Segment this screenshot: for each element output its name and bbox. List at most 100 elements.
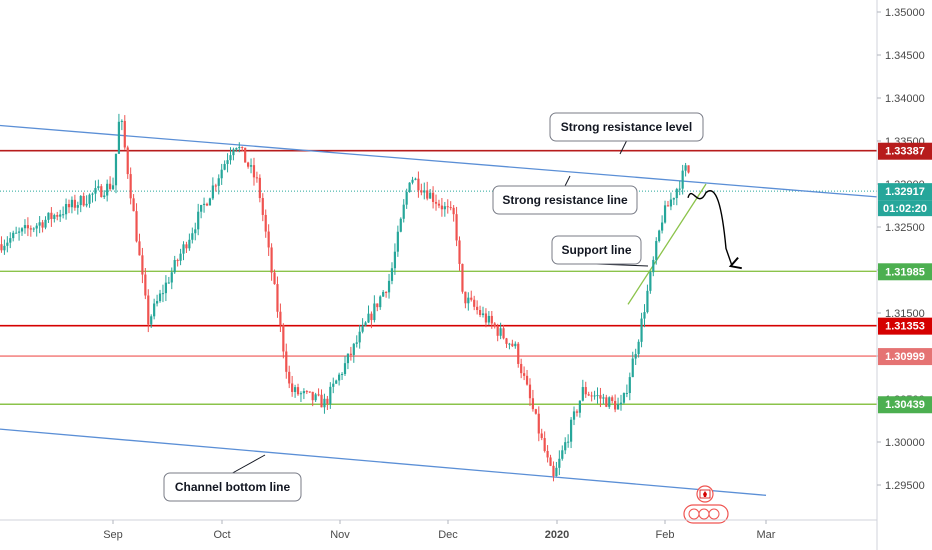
candle-body-225 <box>661 222 664 231</box>
price-badge-bg <box>878 348 932 366</box>
callout-1[interactable]: Strong resistance line <box>492 175 638 215</box>
callout-pointer <box>619 140 627 155</box>
candle-body-147 <box>431 192 435 202</box>
candle-body-64 <box>188 239 191 249</box>
x-tick-label-2: Nov <box>330 529 350 541</box>
candle-body-135 <box>396 231 399 252</box>
candle-body-179 <box>525 375 529 385</box>
candle-body-180 <box>528 384 532 399</box>
price-badge-2: 1.31985 <box>878 263 932 281</box>
resistance-trend-line <box>0 124 878 198</box>
candle-body-112 <box>329 386 332 404</box>
candle-body-111 <box>326 398 329 404</box>
candle-body-177 <box>520 363 523 374</box>
candle-body-100 <box>293 387 297 392</box>
candle-body-116 <box>340 373 344 375</box>
candle-body-56 <box>164 282 167 294</box>
candle-body-28 <box>82 195 85 206</box>
candle-body-144 <box>423 190 426 193</box>
candle-body-25 <box>73 199 76 208</box>
candle-body-10 <box>29 228 32 230</box>
price-badge-text: 1.31353 <box>885 321 925 333</box>
candle-body-39 <box>114 153 118 186</box>
candle-body-19 <box>56 215 59 217</box>
x-tick-label-6: Mar <box>757 529 776 541</box>
candle-body-101 <box>296 387 300 395</box>
candle-body-171 <box>502 328 505 339</box>
candle-body-232 <box>681 170 684 189</box>
price-badge-bg <box>878 396 932 414</box>
callout-2[interactable]: Support line <box>551 235 649 267</box>
candle-body-37 <box>109 183 112 190</box>
candle-body-207 <box>608 397 611 407</box>
candle-body-75 <box>220 169 223 179</box>
candle-body-223 <box>655 241 658 260</box>
candle-body-76 <box>223 163 226 170</box>
candle-body-122 <box>358 331 361 343</box>
projection-arrow <box>687 190 742 270</box>
candle-body-1 <box>3 245 6 251</box>
candle-body-87 <box>255 177 259 179</box>
candle-body-77 <box>226 160 229 164</box>
candle-body-3 <box>9 238 12 243</box>
price-badge-bg <box>878 317 932 335</box>
candle-body-60 <box>176 260 179 262</box>
callout-3[interactable]: Channel bottom line <box>163 454 302 502</box>
candle-body-127 <box>373 303 376 321</box>
candle-body-26 <box>76 205 79 208</box>
candle-body-18 <box>53 215 56 219</box>
candle-body-210 <box>616 404 620 410</box>
candle-body-227 <box>666 205 670 207</box>
economic-events-icon[interactable] <box>683 504 729 524</box>
candle-body-176 <box>517 343 520 364</box>
price-badge-bg <box>878 263 932 281</box>
candle-body-104 <box>305 391 308 393</box>
candle-body-13 <box>38 222 41 226</box>
candle-body-67 <box>197 211 200 230</box>
candle-body-188 <box>552 465 555 477</box>
x-tick-label-4: 2020 <box>545 529 569 541</box>
candle-body-161 <box>473 299 476 307</box>
price-badge-1: 1.32917 01:02:20 <box>878 183 932 217</box>
candle-body-73 <box>214 185 217 187</box>
candle-body-65 <box>191 233 194 240</box>
candle-body-149 <box>437 203 441 206</box>
callout-text: Channel bottom line <box>175 480 291 494</box>
candle-body-24 <box>70 199 74 208</box>
candle-body-38 <box>111 185 115 190</box>
y-tick-label-5: 1.32500 <box>885 222 925 234</box>
candle-body-166 <box>487 315 490 323</box>
candle-body-138 <box>405 192 408 205</box>
candle-body-0 <box>0 244 3 251</box>
x-tick-label-5: Feb <box>656 529 675 541</box>
candle-body-170 <box>499 328 502 336</box>
candle-body-103 <box>302 391 305 394</box>
candle-body-109 <box>320 394 323 408</box>
candle-body-53 <box>155 301 159 304</box>
event-dot-0 <box>688 508 700 520</box>
support-trend-line <box>627 183 707 305</box>
candle-body-91 <box>267 231 270 248</box>
callout-text: Strong resistance line <box>502 193 628 207</box>
callout-0[interactable]: Strong resistance level <box>549 112 704 155</box>
price-badge-text: 1.31985 <box>885 266 925 278</box>
candle-body-72 <box>211 185 214 199</box>
candle-body-106 <box>311 391 314 401</box>
candle-body-119 <box>349 353 352 355</box>
candle-body-68 <box>200 205 203 212</box>
canada-flag-icon[interactable] <box>696 485 714 503</box>
candle-body-89 <box>261 198 264 215</box>
candle-body-99 <box>291 383 294 392</box>
candle-body-215 <box>631 358 634 378</box>
candle-body-165 <box>484 313 488 323</box>
candle-body-84 <box>247 162 250 167</box>
candle-body-175 <box>514 343 517 347</box>
candle-body-115 <box>338 374 341 381</box>
price-badge-text: 1.30999 <box>885 351 925 363</box>
candle-body-78 <box>229 155 232 161</box>
candle-body-224 <box>658 230 661 242</box>
candle-body-86 <box>252 165 256 178</box>
price-badge-text: 1.32917 <box>885 186 925 198</box>
